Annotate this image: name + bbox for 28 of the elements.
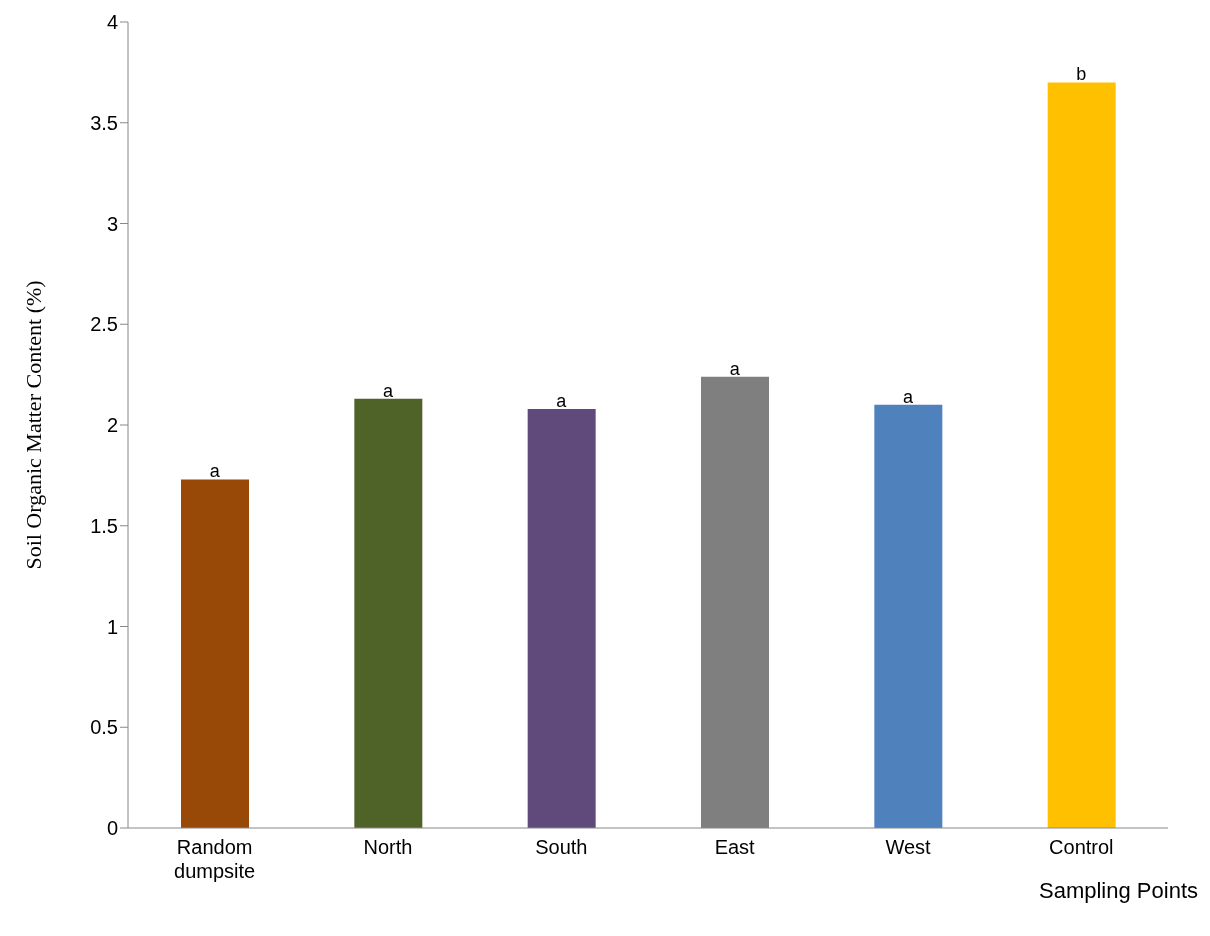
y-tick-label: 2 <box>106 414 118 437</box>
annotation: a <box>729 358 741 379</box>
annotation: a <box>382 380 394 401</box>
y-axis-title: Soil Organic Matter Content (%) <box>20 280 46 570</box>
bar <box>874 404 943 828</box>
bar <box>527 408 596 828</box>
bar <box>181 479 249 828</box>
x-axis-title: Sampling Points <box>1039 878 1198 904</box>
y-tick-label: 3 <box>106 212 118 235</box>
y-tick-label: 4 <box>106 11 118 34</box>
annotation: a <box>556 390 568 411</box>
bar <box>354 398 423 828</box>
annotation: b <box>1076 64 1087 85</box>
x-tick-label: Control <box>1049 836 1114 858</box>
y-tick-label: 3.5 <box>90 111 118 134</box>
y-tick-label: 1 <box>106 615 118 638</box>
x-tick-label: West <box>885 836 932 858</box>
bar <box>1047 82 1116 828</box>
annotation: a <box>209 461 221 482</box>
x-tick-label: East <box>714 836 756 858</box>
y-tick-label: 2.5 <box>90 313 118 336</box>
y-tick-label: 0 <box>106 817 118 840</box>
x-tick-label: North <box>363 836 413 858</box>
x-tick-label: South <box>535 836 588 858</box>
y-tick-label: 0.5 <box>90 716 118 739</box>
y-tick-label: 1.5 <box>90 514 118 537</box>
annotation: a <box>902 386 914 407</box>
x-tick-label: Random dumpsite <box>174 836 256 882</box>
